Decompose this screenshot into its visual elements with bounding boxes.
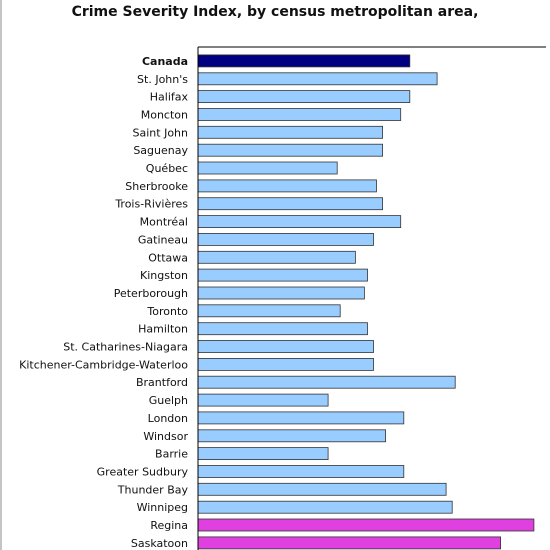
category-label-thunder-bay: Thunder Bay bbox=[117, 483, 189, 496]
category-label-barrie: Barrie bbox=[155, 448, 188, 461]
bar-moncton bbox=[197, 108, 402, 121]
category-label-guelph: Guelph bbox=[149, 394, 188, 407]
category-label-gatineau: Gatineau bbox=[138, 233, 188, 246]
bar-toronto bbox=[197, 304, 341, 318]
bar-ottawa bbox=[197, 250, 356, 264]
category-label-saguenay: Saguenay bbox=[133, 144, 188, 157]
bar-saguenay bbox=[197, 143, 384, 157]
bar-st-john-s bbox=[197, 72, 438, 86]
bar-brantford bbox=[197, 375, 456, 389]
category-label-halifax: Halifax bbox=[150, 91, 189, 104]
bar-peterborough bbox=[197, 286, 365, 300]
category-label-saskatoon: Saskatoon bbox=[131, 537, 188, 550]
category-label-kingston: Kingston bbox=[140, 269, 188, 282]
bar-gatineau bbox=[197, 232, 374, 246]
bar-barrie bbox=[197, 447, 329, 461]
bar-windsor bbox=[197, 429, 387, 443]
category-label-peterborough: Peterborough bbox=[114, 287, 188, 300]
category-label-windsor: Windsor bbox=[143, 430, 188, 443]
category-label-quebec: Québec bbox=[146, 162, 188, 175]
category-label-montreal: Montréal bbox=[140, 216, 188, 229]
category-label-brantford: Brantford bbox=[136, 376, 188, 389]
bar-regina bbox=[197, 518, 535, 532]
category-label-ottawa: Ottawa bbox=[148, 251, 188, 264]
bar-st-catharines-niagara bbox=[197, 340, 374, 353]
category-label-london: London bbox=[148, 412, 188, 425]
bar-halifax bbox=[197, 90, 411, 103]
category-label-trois-rivieres: Trois-Rivières bbox=[114, 198, 188, 211]
category-label-hamilton: Hamilton bbox=[138, 323, 188, 336]
category-label-toronto: Toronto bbox=[146, 305, 188, 318]
bar-kingston bbox=[197, 268, 368, 282]
category-label-kitchener-cambridge-waterloo: Kitchener-Cambridge-Waterloo bbox=[19, 358, 188, 371]
category-label-canada: Canada bbox=[142, 55, 188, 68]
bar-greater-sudbury bbox=[197, 465, 405, 478]
bar-saint-john bbox=[197, 125, 384, 139]
bar-canada bbox=[197, 54, 411, 68]
category-label-greater-sudbury: Greater Sudbury bbox=[97, 466, 189, 479]
category-label-regina: Regina bbox=[150, 519, 188, 532]
category-labels-group: Canada St. John's Halifax Moncton Saint John… bbox=[19, 55, 188, 550]
bar-winnipeg bbox=[197, 500, 453, 514]
bars-group bbox=[197, 54, 535, 550]
bar-quebec bbox=[197, 161, 338, 175]
bar-saskatoon bbox=[197, 536, 502, 550]
bar-sherbrooke bbox=[197, 179, 377, 193]
bar-london bbox=[197, 411, 405, 425]
category-label-moncton: Moncton bbox=[141, 109, 188, 122]
category-label-st-john-s: St. John's bbox=[137, 73, 188, 86]
category-label-sherbrooke: Sherbrooke bbox=[125, 180, 188, 193]
bar-trois-rivieres bbox=[197, 197, 384, 211]
category-label-st-catharines-niagara: St. Catharines-Niagara bbox=[63, 341, 188, 354]
bar-thunder-bay bbox=[197, 482, 447, 496]
category-label-winnipeg: Winnipeg bbox=[137, 501, 188, 514]
bar-montreal bbox=[197, 215, 402, 229]
bar-guelph bbox=[197, 393, 329, 407]
bar-kitchener-cambridge-waterloo bbox=[197, 357, 374, 371]
category-label-saint-john: Saint John bbox=[133, 126, 189, 139]
bar-hamilton bbox=[197, 322, 368, 336]
chart-title: Crime Severity Index, by census metropol… bbox=[71, 4, 479, 20]
